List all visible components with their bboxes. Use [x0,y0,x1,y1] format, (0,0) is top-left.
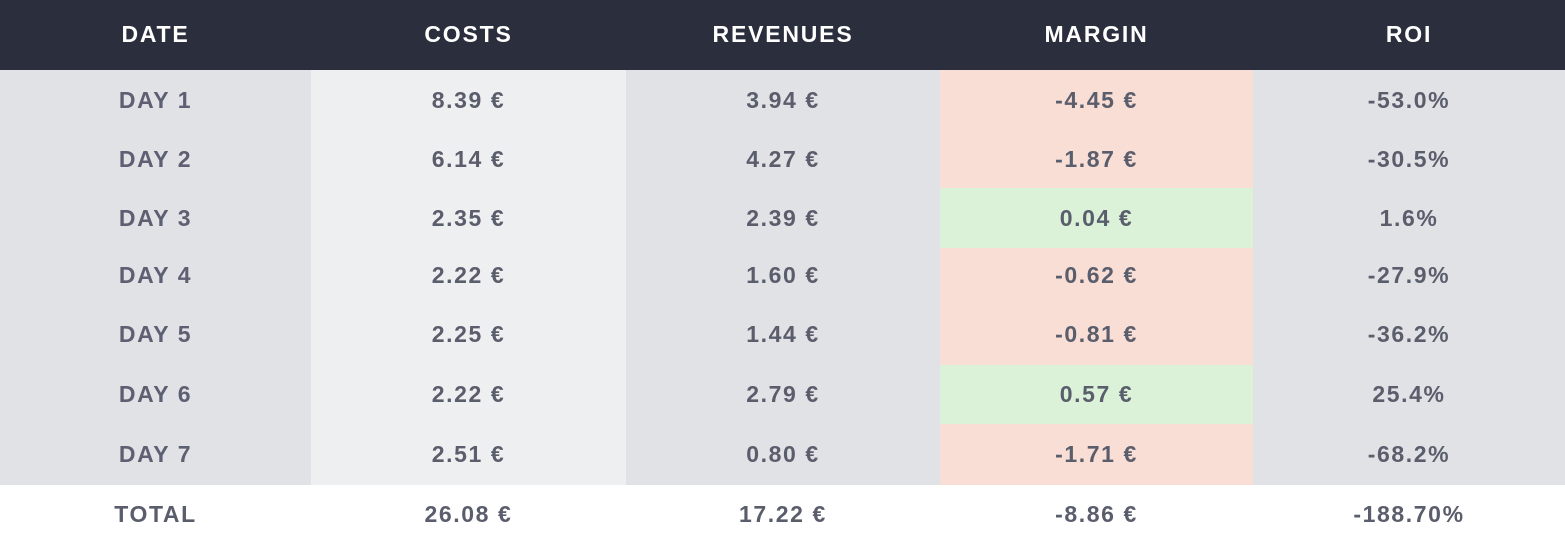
row-7-revenues: 0.80 € [626,424,940,485]
row-5-date: DAY 5 [0,303,311,365]
total-label: TOTAL [0,485,311,543]
total-roi: -188.70% [1253,485,1565,543]
row-3-costs: 2.35 € [311,188,626,248]
row-7-date: DAY 7 [0,424,311,485]
row-2-margin: -1.87 € [940,130,1253,188]
row-1-date: DAY 1 [0,70,311,130]
total-revenues: 17.22 € [626,485,940,543]
row-6-margin: 0.57 € [940,365,1253,424]
row-7-costs: 2.51 € [311,424,626,485]
row-3-roi: 1.6% [1253,188,1565,248]
row-1-margin: -4.45 € [940,70,1253,130]
row-5-revenues: 1.44 € [626,303,940,365]
header-date: DATE [0,0,311,70]
row-7-margin: -1.71 € [940,424,1253,485]
row-5-roi: -36.2% [1253,303,1565,365]
total-margin: -8.86 € [940,485,1253,543]
row-1-roi: -53.0% [1253,70,1565,130]
row-1-costs: 8.39 € [311,70,626,130]
row-5-costs: 2.25 € [311,303,626,365]
row-7-roi: -68.2% [1253,424,1565,485]
row-3-margin: 0.04 € [940,188,1253,248]
row-6-date: DAY 6 [0,365,311,424]
row-2-roi: -30.5% [1253,130,1565,188]
header-roi: ROI [1253,0,1565,70]
row-4-revenues: 1.60 € [626,248,940,303]
row-4-margin: -0.62 € [940,248,1253,303]
total-costs: 26.08 € [311,485,626,543]
header-costs: COSTS [311,0,626,70]
row-1-revenues: 3.94 € [626,70,940,130]
row-2-date: DAY 2 [0,130,311,188]
header-margin: MARGIN [940,0,1253,70]
row-2-costs: 6.14 € [311,130,626,188]
header-revenues: REVENUES [626,0,940,70]
row-6-costs: 2.22 € [311,365,626,424]
row-3-date: DAY 3 [0,188,311,248]
row-4-roi: -27.9% [1253,248,1565,303]
row-4-costs: 2.22 € [311,248,626,303]
row-3-revenues: 2.39 € [626,188,940,248]
row-2-revenues: 4.27 € [626,130,940,188]
row-6-revenues: 2.79 € [626,365,940,424]
row-4-date: DAY 4 [0,248,311,303]
row-5-margin: -0.81 € [940,303,1253,365]
row-6-roi: 25.4% [1253,365,1565,424]
